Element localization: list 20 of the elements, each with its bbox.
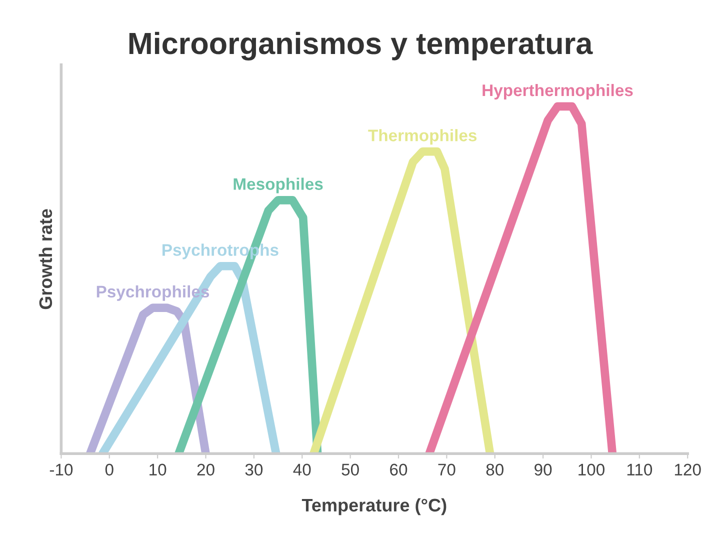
series-label: Mesophiles — [234, 178, 323, 194]
x-tick-label: 110 — [627, 464, 652, 476]
x-tick-label: -10 — [50, 464, 73, 476]
x-tick-label: 10 — [150, 464, 166, 476]
x-tick-label: 20 — [197, 464, 214, 476]
x-tick-label: 0 — [105, 464, 114, 476]
x-tick-label: 50 — [342, 464, 359, 476]
x-tick-label: 40 — [293, 464, 311, 476]
x-tick-label: 70 — [438, 464, 456, 476]
x-tick-label: 120 — [674, 464, 701, 476]
x-tick-label: 30 — [245, 464, 263, 476]
series-label: Hyperthermophiles — [482, 84, 633, 100]
x-axis-title: Temperature (°C) — [302, 498, 446, 516]
series-label: Thermophiles — [368, 129, 477, 145]
x-tick-label: 60 — [390, 464, 408, 476]
x-tick-label: 100 — [578, 464, 604, 476]
y-axis-title: Growth rate — [38, 209, 52, 310]
chart-title: Microorganismos y temperatura — [129, 32, 593, 60]
x-tick-label: 80 — [486, 464, 504, 476]
x-tick-label: 90 — [534, 464, 552, 476]
